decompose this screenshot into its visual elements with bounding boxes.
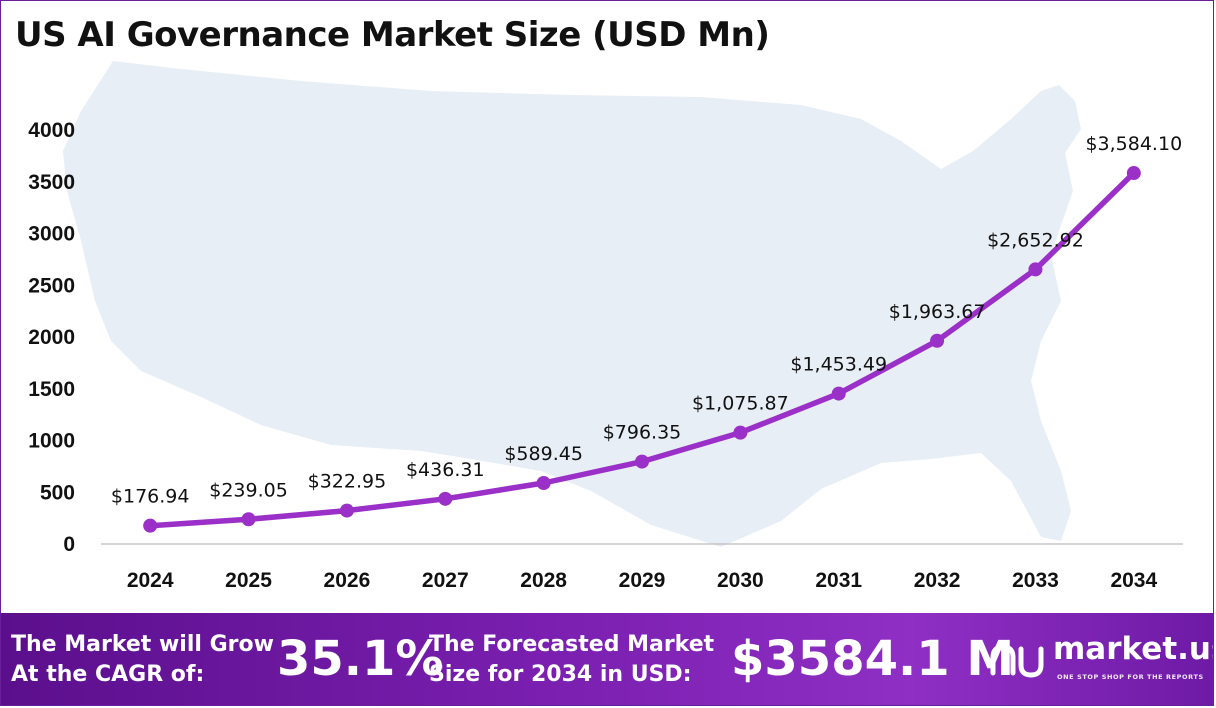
data-point [1028,262,1043,277]
data-label: $1,075.87 [692,393,789,415]
data-label: $796.35 [603,422,682,444]
x-axis-ticks: 2024 2025 2026 2027 2028 2029 2030 2031 2032 2033… [127,569,1158,592]
y-tick-label: 3000 [28,223,75,246]
forecast-value: $3584.1 M [731,631,1015,687]
data-point [831,386,846,401]
chart-title: US AI Governance Market Size (USD Mn) [15,15,770,55]
y-axis-ticks: 0 500 1000 1500 2000 2500 3000 3500 4000 [28,119,75,556]
x-tick-label: 2027 [422,569,469,592]
data-point [438,491,453,506]
data-point [733,425,748,440]
series-markers [143,166,1141,533]
cagr-value: 35.1% [277,631,444,687]
y-tick-label: 0 [63,533,75,556]
x-tick-label: 2028 [520,569,567,592]
x-tick-label: 2029 [619,569,666,592]
y-tick-label: 500 [40,481,75,504]
y-tick-label: 3500 [28,171,75,194]
data-point [143,518,158,533]
x-tick-label: 2026 [324,569,371,592]
data-point [536,475,551,490]
data-point [635,454,649,469]
data-label: $1,963.67 [889,301,986,323]
y-tick-label: 1000 [28,430,75,453]
forecast-label-line-2: Size for 2034 in USD: [429,662,692,687]
data-label: $176.94 [111,486,190,508]
data-labels: $176.94 $239.05 $322.95 $436.31 $589.45 $796.… [111,133,1182,508]
data-point [339,503,354,518]
x-tick-label: 2030 [717,569,764,592]
x-tick-label: 2031 [815,569,862,592]
data-label: $589.45 [504,443,583,465]
data-label: $436.31 [406,459,485,481]
y-tick-label: 2000 [28,326,75,349]
brand-tagline: ONE STOP SHOP FOR THE REPORTS [1057,673,1204,681]
data-label: $1,453.49 [790,354,887,376]
cagr-label-line-2: At the CAGR of: [11,662,205,687]
footer-banner: The Market will Grow At the CAGR of: 35.… [1,613,1214,705]
x-tick-label: 2032 [914,569,961,592]
data-label: $3,584.10 [1085,133,1182,155]
brand-name: market.us [1053,631,1214,667]
us-map-background [63,61,1081,547]
y-tick-label: 4000 [28,119,75,142]
y-tick-label: 1500 [28,378,75,401]
x-tick-label: 2024 [127,569,174,592]
cagr-label-line-1: The Market will Grow [11,632,274,657]
x-tick-label: 2034 [1110,569,1157,592]
x-tick-label: 2033 [1012,569,1059,592]
data-point [241,512,256,527]
data-point [1126,166,1141,181]
forecast-label-line-1: The Forecasted Market [429,632,715,657]
x-tick-label: 2025 [225,569,272,592]
data-label: $239.05 [209,479,288,501]
y-tick-label: 2500 [28,274,75,297]
data-label: $322.95 [308,471,387,493]
market-us-logo-icon [990,644,1044,678]
data-point [930,333,945,348]
data-label: $2,652.92 [987,229,1084,251]
